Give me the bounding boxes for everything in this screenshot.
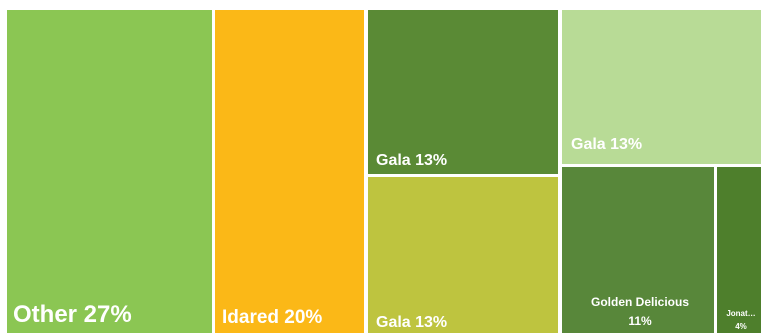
treemap-tile: Jonat… 4% xyxy=(717,167,761,333)
treemap-tile: Other 27% xyxy=(7,10,212,333)
treemap-rect xyxy=(717,167,761,333)
treemap-tile: Gala 13% xyxy=(562,10,761,164)
treemap-tile: Idared 20% xyxy=(215,10,364,333)
treemap-rect xyxy=(7,10,212,333)
treemap-tile: Golden Delicious 11% xyxy=(562,167,714,333)
treemap-tile: Gala 13% xyxy=(368,10,558,174)
tile-label: Gala 13% xyxy=(571,136,642,153)
treemap-rect xyxy=(562,167,714,333)
tile-label: Idared 20% xyxy=(222,307,322,328)
tile-label: Gala 13% xyxy=(376,314,447,331)
tile-label: Other 27% xyxy=(13,301,132,328)
tile-label: Golden Delicious xyxy=(591,295,689,309)
tile-value: 11% xyxy=(628,314,652,328)
treemap-rect xyxy=(368,177,558,333)
tile-label: Jonat… xyxy=(726,309,755,318)
treemap-rect xyxy=(368,10,558,174)
treemap-tile: Gala 13% xyxy=(368,177,558,333)
treemap-rect xyxy=(562,10,761,164)
tile-value: 4% xyxy=(735,322,747,331)
treemap-rect xyxy=(215,10,364,333)
tile-label: Gala 13% xyxy=(376,152,447,169)
